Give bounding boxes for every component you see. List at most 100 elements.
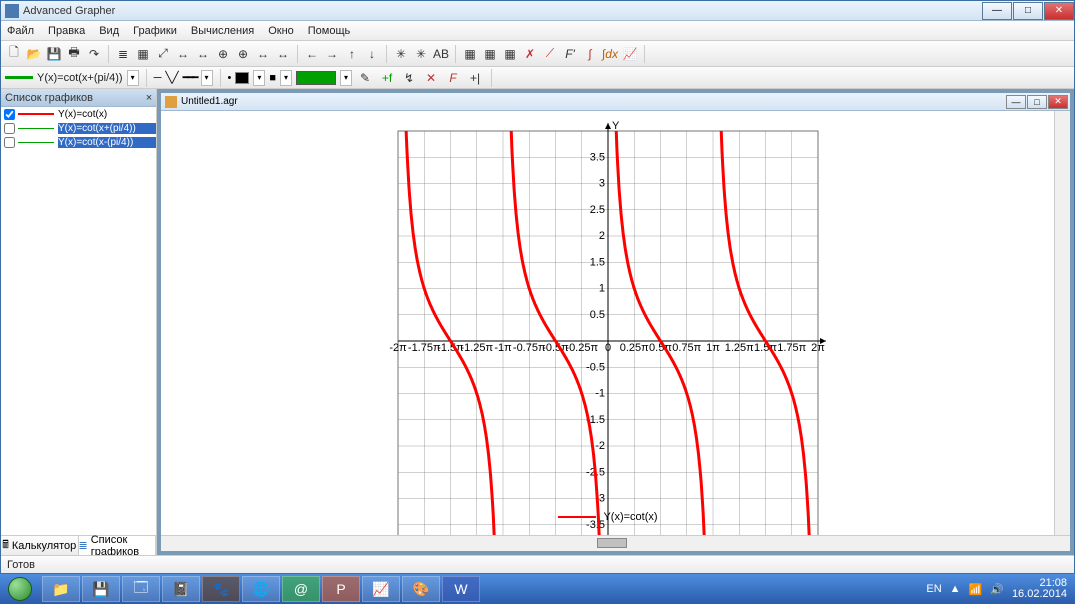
scrollbar-thumb[interactable]	[597, 538, 627, 548]
line-style-3[interactable]: ━━━	[183, 71, 197, 84]
titlebar[interactable]: Advanced Grapher ― □ ✕	[1, 1, 1074, 21]
formula-dropdown[interactable]: ▾	[127, 70, 139, 86]
fill-dd[interactable]: ▾	[280, 70, 292, 86]
task-save[interactable]: 💾	[82, 576, 120, 602]
tray-network-icon[interactable]: 📶	[969, 583, 983, 596]
graph-list-row[interactable]: Y(x)=cot(x-(pi/4))	[1, 135, 156, 149]
tray-sound-icon[interactable]: 🔊	[990, 583, 1004, 596]
tangent-icon[interactable]: ⟋	[541, 45, 559, 63]
arrow-right-icon[interactable]: →	[323, 45, 341, 63]
task-word[interactable]: W	[442, 576, 480, 602]
horizontal-scrollbar[interactable]	[161, 535, 1070, 551]
arrow-left-icon[interactable]: ←	[303, 45, 321, 63]
point-color[interactable]	[235, 72, 249, 84]
fdx-icon[interactable]: ∫dx	[601, 45, 619, 63]
graph-checkbox[interactable]	[4, 137, 15, 148]
task-app2[interactable]: 📓	[162, 576, 200, 602]
plot-canvas[interactable]: XY-2π-1.75π-1.5π-1.25π-1π-0.75π-0.5π-0.2…	[161, 111, 1054, 535]
regression-icon[interactable]: 📈	[621, 45, 639, 63]
delete-plot-icon[interactable]: ✕	[422, 69, 440, 87]
menu-calc[interactable]: Вычисления	[191, 25, 254, 37]
graph-checkbox[interactable]	[4, 109, 15, 120]
props-icon[interactable]: ▦	[481, 45, 499, 63]
save-icon[interactable]: 💾	[45, 45, 63, 63]
minimize-button[interactable]: ―	[982, 2, 1012, 20]
doc-minimize-button[interactable]: ―	[1006, 95, 1026, 109]
tab-calculator[interactable]: 🖩 Калькулятор	[1, 536, 79, 555]
graph-color-swatch	[18, 128, 54, 129]
graph-list-row[interactable]: Y(x)=cot(x+(pi/4))	[1, 121, 156, 135]
task-mail[interactable]: @	[282, 576, 320, 602]
intersect-icon[interactable]: ✗	[521, 45, 539, 63]
apply-icon[interactable]: ✎	[356, 69, 374, 87]
dup-icon[interactable]: +|	[466, 69, 484, 87]
add-plot-icon[interactable]: +f	[378, 69, 396, 87]
target-icon[interactable]: ✳	[392, 45, 410, 63]
list-icon[interactable]: ≣	[114, 45, 132, 63]
target2-icon[interactable]: ✳	[412, 45, 430, 63]
menu-help[interactable]: Помощь	[308, 25, 351, 37]
start-button[interactable]	[0, 574, 40, 604]
system-tray[interactable]: EN ▲ 📶 🔊 21:08 16.02.2014	[926, 578, 1075, 600]
calc-icon: 🖩	[2, 536, 9, 555]
formula-color-swatch[interactable]	[5, 76, 33, 79]
chart-icon[interactable]: ▦	[134, 45, 152, 63]
line-style-1[interactable]: ─	[154, 72, 162, 84]
menu-file[interactable]: Файл	[7, 25, 34, 37]
fill-color-swatch[interactable]	[296, 71, 336, 85]
tab-graph-list[interactable]: ≣ Список графиков	[79, 536, 157, 555]
zoom-in-icon[interactable]: ⊕	[214, 45, 232, 63]
redo-icon[interactable]: ↷	[85, 45, 103, 63]
graph-checkbox[interactable]	[4, 123, 15, 134]
move-icon[interactable]: ↔	[254, 45, 272, 63]
doc-maximize-button[interactable]: □	[1027, 95, 1047, 109]
task-grapher[interactable]: 📈	[362, 576, 400, 602]
menu-window[interactable]: Окно	[268, 25, 294, 37]
tray-flag-icon[interactable]: ▲	[950, 583, 961, 595]
grid-icon[interactable]: ▦	[461, 45, 479, 63]
svg-text:-1: -1	[595, 388, 605, 400]
svg-text:3: 3	[598, 178, 604, 190]
arrow-down-icon[interactable]: ↓	[363, 45, 381, 63]
arrow-up-icon[interactable]: ↑	[343, 45, 361, 63]
line-width-dd[interactable]: ▾	[201, 70, 213, 86]
point-style-dot[interactable]: •	[228, 72, 232, 84]
print-icon[interactable]: 🖶	[65, 45, 83, 63]
maximize-button[interactable]: □	[1013, 2, 1043, 20]
vertical-scrollbar[interactable]	[1054, 111, 1070, 535]
menu-graphs[interactable]: Графики	[133, 25, 177, 37]
fx-icon[interactable]: F	[444, 69, 462, 87]
open-icon[interactable]: 📂	[25, 45, 43, 63]
tray-lang[interactable]: EN	[926, 583, 941, 595]
new-icon[interactable]: 🗋	[5, 45, 23, 63]
zoom-x-icon[interactable]: ↔	[174, 45, 192, 63]
task-gimp[interactable]: 🐾	[202, 576, 240, 602]
svg-text:0.25π: 0.25π	[619, 342, 648, 354]
task-ppt[interactable]: P	[322, 576, 360, 602]
sidebar-close-icon[interactable]: ×	[142, 92, 156, 104]
tray-clock[interactable]: 21:08 16.02.2014	[1012, 578, 1067, 600]
menu-edit[interactable]: Правка	[48, 25, 85, 37]
point-dd[interactable]: ▾	[253, 70, 265, 86]
text-label-icon[interactable]: AB	[432, 45, 450, 63]
line-style-2[interactable]: ╲╱	[165, 71, 178, 84]
zoom-out-icon[interactable]: ⊕	[234, 45, 252, 63]
fill-style[interactable]: ■	[269, 72, 276, 84]
task-explorer[interactable]: 📁	[42, 576, 80, 602]
zoom-y-icon[interactable]: ↔	[194, 45, 212, 63]
menu-view[interactable]: Вид	[99, 25, 119, 37]
task-paint[interactable]: 🎨	[402, 576, 440, 602]
task-app1[interactable]: 🗔	[122, 576, 160, 602]
move2-icon[interactable]: ↔	[274, 45, 292, 63]
document-titlebar[interactable]: Untitled1.agr ― □ ✕	[161, 93, 1070, 111]
edit-plot-icon[interactable]: ↯	[400, 69, 418, 87]
graph-list-row[interactable]: Y(x)=cot(x)	[1, 107, 156, 121]
doc-close-button[interactable]: ✕	[1048, 95, 1068, 109]
integral-icon[interactable]: ∫	[581, 45, 599, 63]
close-button[interactable]: ✕	[1044, 2, 1074, 20]
table-icon[interactable]: ▦	[501, 45, 519, 63]
zoom-fit-icon[interactable]: ⤢	[154, 45, 172, 63]
derivative-icon[interactable]: F'	[561, 45, 579, 63]
task-chrome[interactable]: 🌐	[242, 576, 280, 602]
fill-color-dd[interactable]: ▾	[340, 70, 352, 86]
